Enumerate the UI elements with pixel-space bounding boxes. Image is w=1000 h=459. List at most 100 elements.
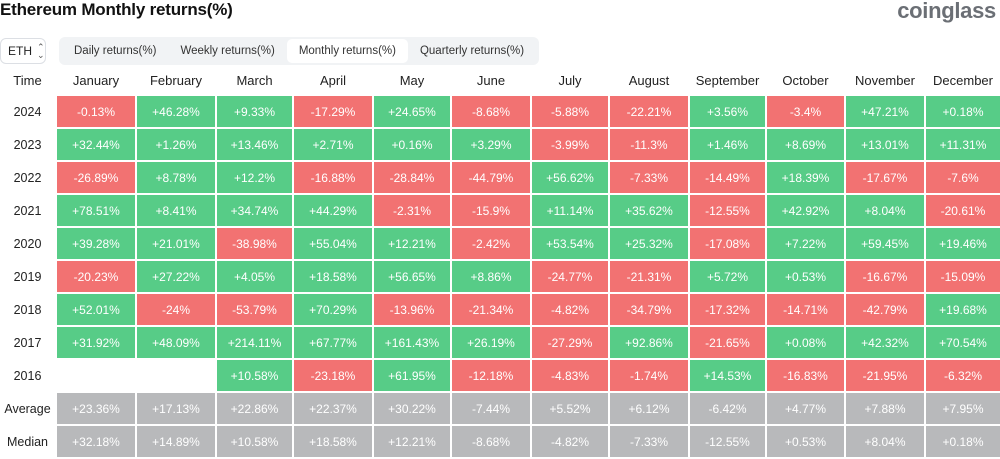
summary-cell[interactable]: +7.95% bbox=[926, 393, 1000, 426]
return-cell[interactable]: -7.33% bbox=[610, 162, 690, 195]
return-cell[interactable]: +13.01% bbox=[846, 129, 926, 162]
return-cell[interactable]: +92.86% bbox=[610, 327, 690, 360]
summary-cell[interactable]: -7.33% bbox=[610, 426, 690, 459]
summary-cell[interactable]: -8.68% bbox=[452, 426, 532, 459]
return-cell[interactable]: +12.2% bbox=[217, 162, 294, 195]
return-cell[interactable]: +61.95% bbox=[374, 360, 452, 393]
summary-cell[interactable]: +32.18% bbox=[57, 426, 137, 459]
return-cell[interactable]: +14.53% bbox=[690, 360, 767, 393]
return-cell[interactable]: +12.21% bbox=[374, 228, 452, 261]
return-cell[interactable]: +13.46% bbox=[217, 129, 294, 162]
return-cell[interactable]: +0.53% bbox=[767, 261, 846, 294]
summary-cell[interactable]: +30.22% bbox=[374, 393, 452, 426]
tab-weekly-returns[interactable]: Weekly returns(%) bbox=[180, 45, 275, 57]
return-cell[interactable]: -16.88% bbox=[294, 162, 374, 195]
return-cell[interactable]: +10.58% bbox=[217, 360, 294, 393]
summary-cell[interactable]: +0.18% bbox=[926, 426, 1000, 459]
tab-monthly-returns[interactable]: Monthly returns(%) bbox=[286, 39, 408, 63]
tab-daily-returns[interactable]: Daily returns(%) bbox=[74, 45, 157, 57]
return-cell[interactable]: +44.29% bbox=[294, 195, 374, 228]
return-cell[interactable]: +78.51% bbox=[57, 195, 137, 228]
return-cell[interactable]: +11.14% bbox=[532, 195, 610, 228]
return-cell[interactable]: -11.3% bbox=[610, 129, 690, 162]
return-cell[interactable]: -14.71% bbox=[767, 294, 846, 327]
return-cell[interactable]: -16.67% bbox=[846, 261, 926, 294]
return-cell[interactable]: -26.89% bbox=[57, 162, 137, 195]
return-cell[interactable]: -2.42% bbox=[452, 228, 532, 261]
return-cell[interactable]: -4.83% bbox=[532, 360, 610, 393]
summary-cell[interactable]: +22.86% bbox=[217, 393, 294, 426]
summary-cell[interactable]: +14.89% bbox=[137, 426, 217, 459]
summary-cell[interactable]: +5.52% bbox=[532, 393, 610, 426]
summary-cell[interactable]: +22.37% bbox=[294, 393, 374, 426]
return-cell[interactable]: -13.96% bbox=[374, 294, 452, 327]
return-cell[interactable]: -21.95% bbox=[846, 360, 926, 393]
return-cell[interactable]: +19.46% bbox=[926, 228, 1000, 261]
return-cell[interactable]: -16.83% bbox=[767, 360, 846, 393]
return-cell[interactable]: +0.18% bbox=[926, 96, 1000, 129]
summary-cell[interactable]: -7.44% bbox=[452, 393, 532, 426]
return-cell[interactable]: -24% bbox=[137, 294, 217, 327]
return-cell[interactable]: +18.39% bbox=[767, 162, 846, 195]
return-cell[interactable]: +8.69% bbox=[767, 129, 846, 162]
return-cell[interactable]: +59.45% bbox=[846, 228, 926, 261]
return-cell[interactable]: +8.41% bbox=[137, 195, 217, 228]
return-cell[interactable]: -53.79% bbox=[217, 294, 294, 327]
return-cell[interactable]: +0.08% bbox=[767, 327, 846, 360]
return-cell[interactable]: +21.01% bbox=[137, 228, 217, 261]
return-cell[interactable]: +70.29% bbox=[294, 294, 374, 327]
return-cell[interactable]: +9.33% bbox=[217, 96, 294, 129]
return-cell[interactable]: +0.16% bbox=[374, 129, 452, 162]
return-cell[interactable]: +55.04% bbox=[294, 228, 374, 261]
return-cell[interactable]: +56.65% bbox=[374, 261, 452, 294]
return-cell[interactable] bbox=[137, 360, 217, 393]
summary-cell[interactable]: +18.58% bbox=[294, 426, 374, 459]
return-cell[interactable]: -0.13% bbox=[57, 96, 137, 129]
return-cell[interactable]: -24.77% bbox=[532, 261, 610, 294]
summary-cell[interactable]: +4.77% bbox=[767, 393, 846, 426]
return-cell[interactable]: +53.54% bbox=[532, 228, 610, 261]
return-cell[interactable]: +3.29% bbox=[452, 129, 532, 162]
return-cell[interactable]: -21.31% bbox=[610, 261, 690, 294]
asset-select[interactable]: ETH ⌃ ⌄ bbox=[0, 38, 46, 64]
return-cell[interactable]: +8.04% bbox=[846, 195, 926, 228]
return-cell[interactable]: -7.6% bbox=[926, 162, 1000, 195]
summary-cell[interactable]: +17.13% bbox=[137, 393, 217, 426]
summary-cell[interactable]: +0.53% bbox=[767, 426, 846, 459]
return-cell[interactable]: +24.65% bbox=[374, 96, 452, 129]
return-cell[interactable]: -6.32% bbox=[926, 360, 1000, 393]
return-cell[interactable]: +1.46% bbox=[690, 129, 767, 162]
return-cell[interactable]: +7.22% bbox=[767, 228, 846, 261]
return-cell[interactable]: -5.88% bbox=[532, 96, 610, 129]
return-cell[interactable]: +46.28% bbox=[137, 96, 217, 129]
summary-cell[interactable]: +23.36% bbox=[57, 393, 137, 426]
return-cell[interactable]: +32.44% bbox=[57, 129, 137, 162]
return-cell[interactable]: +19.68% bbox=[926, 294, 1000, 327]
return-cell[interactable]: -38.98% bbox=[217, 228, 294, 261]
return-cell[interactable]: +70.54% bbox=[926, 327, 1000, 360]
return-cell[interactable]: +47.21% bbox=[846, 96, 926, 129]
summary-cell[interactable]: -4.82% bbox=[532, 426, 610, 459]
return-cell[interactable]: -1.74% bbox=[610, 360, 690, 393]
return-cell[interactable]: +35.62% bbox=[610, 195, 690, 228]
return-cell[interactable]: +8.86% bbox=[452, 261, 532, 294]
summary-cell[interactable]: +10.58% bbox=[217, 426, 294, 459]
return-cell[interactable]: +67.77% bbox=[294, 327, 374, 360]
return-cell[interactable]: -42.79% bbox=[846, 294, 926, 327]
return-cell[interactable]: -4.82% bbox=[532, 294, 610, 327]
summary-cell[interactable]: -6.42% bbox=[690, 393, 767, 426]
return-cell[interactable]: -34.79% bbox=[610, 294, 690, 327]
return-cell[interactable]: -8.68% bbox=[452, 96, 532, 129]
return-cell[interactable]: +26.19% bbox=[452, 327, 532, 360]
return-cell[interactable]: +25.32% bbox=[610, 228, 690, 261]
return-cell[interactable]: -17.08% bbox=[690, 228, 767, 261]
return-cell[interactable]: +3.56% bbox=[690, 96, 767, 129]
return-cell[interactable]: -27.29% bbox=[532, 327, 610, 360]
return-cell[interactable] bbox=[57, 360, 137, 393]
summary-cell[interactable]: +7.88% bbox=[846, 393, 926, 426]
return-cell[interactable]: -3.4% bbox=[767, 96, 846, 129]
return-cell[interactable]: -20.61% bbox=[926, 195, 1000, 228]
return-cell[interactable]: +161.43% bbox=[374, 327, 452, 360]
summary-cell[interactable]: +8.04% bbox=[846, 426, 926, 459]
return-cell[interactable]: -15.09% bbox=[926, 261, 1000, 294]
